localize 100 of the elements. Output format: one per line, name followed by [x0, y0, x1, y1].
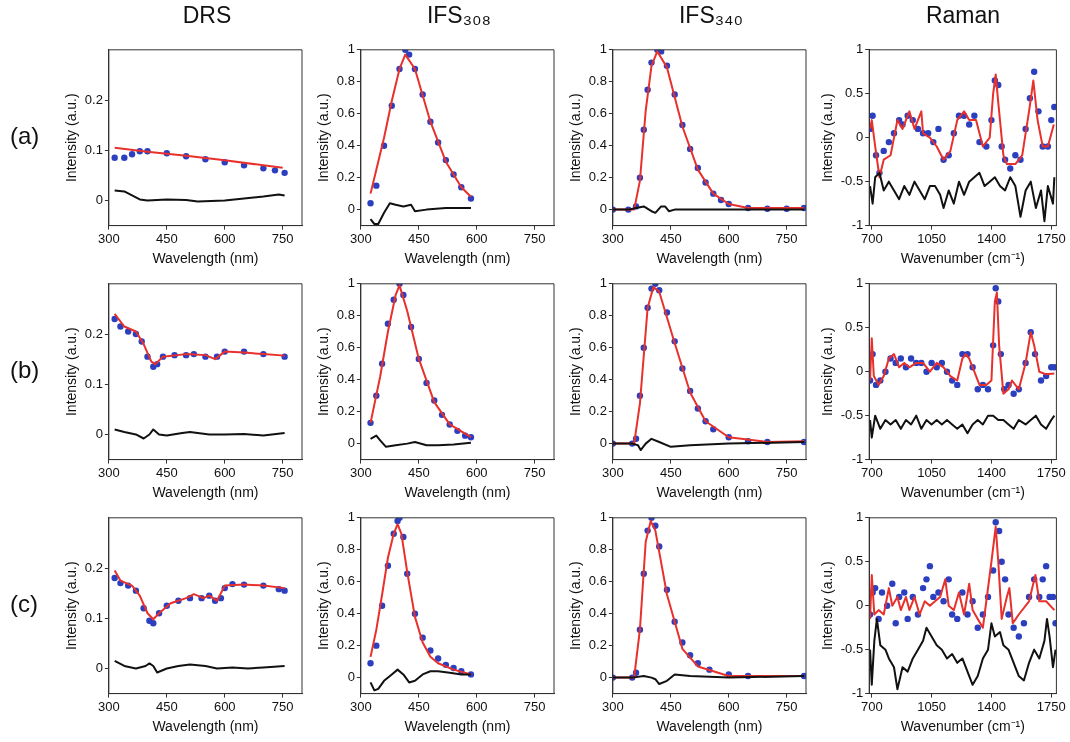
y-axis-title: Intensity (a.u.): [315, 561, 332, 651]
y-tick-label: -0.5: [840, 173, 864, 189]
x-tick-label: 450: [155, 698, 178, 714]
y-tick-label: 0.2: [588, 169, 607, 185]
x-tick-label: 1050: [917, 698, 947, 714]
y-tick-label: 0: [95, 660, 103, 676]
y-tick-label: 0.5: [845, 319, 864, 335]
y-axis-title: Intensity (a.u.): [567, 327, 584, 417]
y-axis-title: Intensity (a.u.): [315, 93, 332, 183]
y-tick-label: 0.4: [336, 371, 355, 387]
y-tick-label: 0.6: [336, 339, 355, 355]
x-tick-label: 600: [213, 230, 236, 246]
x-tick-label: 750: [271, 464, 294, 480]
y-tick-label: 0: [599, 201, 607, 217]
y-tick-label: 0: [855, 597, 864, 613]
x-axis-title: Wavelength (nm): [656, 718, 763, 735]
y-tick-label: 0.4: [336, 605, 355, 621]
y-tick-label: 0.2: [84, 91, 103, 107]
y-axis-title: Intensity (a.u.): [63, 327, 80, 417]
x-tick-label: 450: [659, 698, 682, 714]
y-tick-label: 1: [347, 41, 355, 57]
y-tick-label: -1: [851, 217, 864, 233]
x-tick-label: 1400: [976, 230, 1006, 246]
x-tick-label: 700: [860, 698, 883, 714]
x-tick-label: 300: [350, 464, 372, 480]
y-tick-label: 0.8: [588, 73, 607, 89]
y-tick-label: 0.6: [588, 105, 607, 121]
y-tick-label: 0.4: [588, 605, 607, 621]
y-tick-label: 0.5: [845, 553, 864, 569]
y-axis-title: Intensity (a.u.): [819, 561, 836, 651]
x-tick-label: 300: [350, 230, 372, 246]
x-tick-label: 600: [213, 698, 236, 714]
y-tick-label: 0.6: [588, 573, 607, 589]
x-tick-label: 600: [213, 464, 236, 480]
y-tick-label: 0: [347, 669, 355, 685]
y-tick-label: 0.8: [588, 307, 607, 323]
x-tick-label: 1050: [917, 230, 947, 246]
x-tick-label: 450: [407, 464, 430, 480]
x-axis-title: Wavelength (nm): [404, 250, 511, 267]
y-tick-label: 0.2: [336, 637, 355, 653]
y-tick-label: 0.2: [588, 637, 607, 653]
x-tick-label: 600: [717, 230, 740, 246]
y-tick-label: 0: [347, 201, 355, 217]
text: (c): [10, 590, 38, 618]
y-tick-label: 0.2: [588, 403, 607, 419]
y-tick-label: 1: [855, 41, 864, 57]
chart-title: IFS₃₀₈: [425, 2, 493, 29]
x-tick-label: 600: [465, 698, 488, 714]
y-tick-label: 0.8: [588, 541, 607, 557]
y-tick-label: 1: [347, 275, 355, 291]
y-tick-label: 0.4: [588, 137, 607, 153]
x-axis-title: Wavenumber (cm⁻¹): [900, 250, 1025, 267]
x-tick-label: 1050: [917, 464, 947, 480]
y-tick-label: 1: [347, 509, 355, 525]
y-tick-label: 1: [855, 275, 864, 291]
x-tick-label: 600: [465, 464, 488, 480]
y-axis-title: Intensity (a.u.): [63, 93, 80, 183]
x-tick-label: 450: [407, 698, 430, 714]
y-tick-label: 1: [599, 509, 607, 525]
y-tick-label: 0: [95, 426, 103, 442]
y-axis-title: Intensity (a.u.): [315, 327, 332, 417]
x-axis-title: Wavelength (nm): [152, 718, 259, 735]
y-tick-label: 0.2: [84, 325, 103, 341]
x-tick-label: 750: [775, 698, 798, 714]
y-axis-title: Intensity (a.u.): [567, 561, 584, 651]
x-axis-title: Wavelength (nm): [656, 250, 763, 267]
y-tick-label: -0.5: [840, 407, 864, 423]
chart-title: Raman: [924, 2, 1002, 29]
y-tick-label: 0: [855, 129, 864, 145]
y-tick-label: 0.5: [845, 85, 864, 101]
y-tick-label: 0.1: [84, 609, 103, 625]
x-tick-label: 1400: [976, 464, 1006, 480]
x-tick-label: 300: [602, 230, 624, 246]
x-tick-label: 300: [98, 230, 120, 246]
y-tick-label: 0: [599, 435, 607, 451]
x-tick-label: 750: [775, 464, 798, 480]
x-axis-title: Wavelength (nm): [656, 484, 763, 501]
text: (a): [10, 122, 40, 150]
x-tick-label: 300: [350, 698, 372, 714]
y-tick-label: 0.2: [336, 169, 355, 185]
chart-title: IFS₃₄₀: [677, 2, 745, 29]
y-tick-label: 0.4: [588, 371, 607, 387]
y-tick-label: -1: [851, 685, 864, 701]
text: (b): [10, 356, 40, 384]
y-tick-label: 0.8: [336, 541, 355, 557]
chart-title: DRS: [181, 2, 233, 29]
y-tick-label: 0.6: [336, 105, 355, 121]
y-tick-label: 0.8: [336, 307, 355, 323]
x-axis-title: Wavelength (nm): [404, 484, 511, 501]
x-tick-label: 1750: [1036, 464, 1066, 480]
x-tick-label: 300: [98, 698, 120, 714]
y-tick-label: 0.1: [84, 141, 103, 157]
x-tick-label: 300: [602, 698, 624, 714]
x-tick-label: 750: [271, 230, 294, 246]
y-tick-label: 1: [599, 41, 607, 57]
y-tick-label: 0: [347, 435, 355, 451]
x-tick-label: 750: [271, 698, 294, 714]
x-tick-label: 700: [860, 464, 883, 480]
x-axis-title: Wavenumber (cm⁻¹): [900, 718, 1025, 735]
x-tick-label: 750: [523, 230, 546, 246]
